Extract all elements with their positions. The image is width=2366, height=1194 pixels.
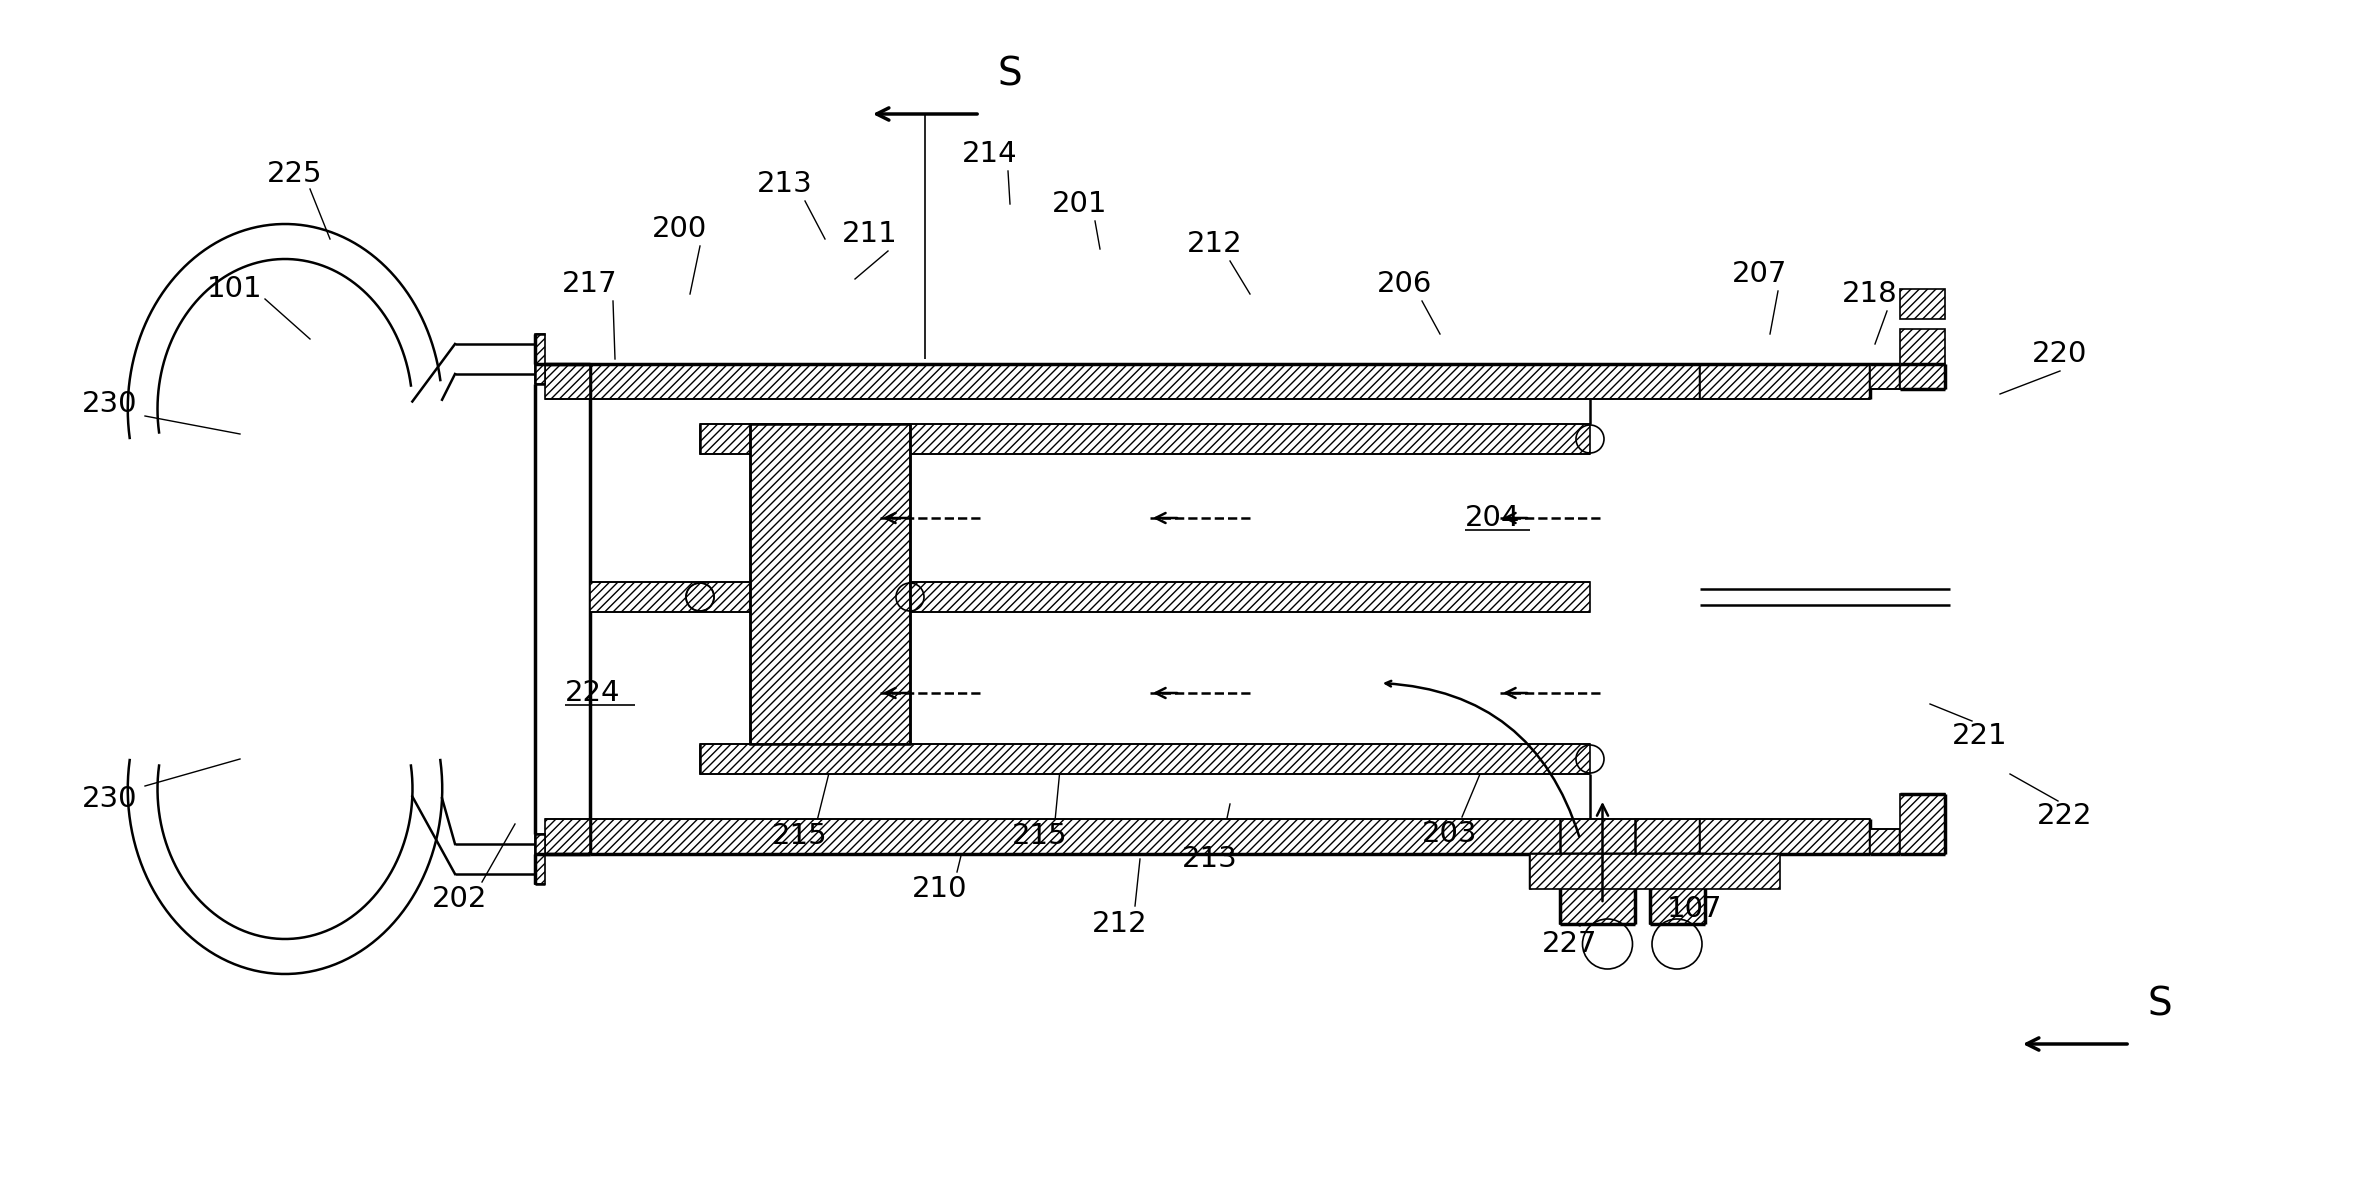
Bar [544, 364, 589, 399]
Text: 222: 222 [2037, 802, 2094, 830]
Text: 203: 203 [1422, 820, 1479, 848]
Text: 215: 215 [1013, 821, 1067, 850]
Bar [750, 424, 911, 744]
Text: 230: 230 [83, 784, 137, 813]
Text: 224: 224 [565, 679, 620, 707]
Text: 220: 220 [2032, 340, 2087, 368]
Bar [589, 364, 1701, 399]
Text: 211: 211 [842, 220, 897, 248]
Bar [1559, 854, 1635, 924]
Bar [589, 581, 1590, 613]
Text: 212: 212 [1093, 910, 1148, 938]
Bar [589, 819, 1701, 854]
Bar [1900, 289, 1945, 319]
Bar [1531, 854, 1779, 890]
Bar [1701, 819, 1869, 854]
Text: 218: 218 [1843, 281, 1898, 308]
Bar [1869, 364, 1900, 389]
Text: 214: 214 [963, 140, 1017, 168]
Text: 200: 200 [653, 215, 707, 244]
Bar [700, 744, 1590, 774]
Text: S: S [2148, 985, 2172, 1023]
Text: 213: 213 [1183, 845, 1237, 873]
Bar [1869, 829, 1900, 854]
Text: 204: 204 [1465, 504, 1521, 533]
Text: 201: 201 [1053, 190, 1107, 219]
Text: 227: 227 [1543, 930, 1597, 958]
Bar [1900, 794, 1945, 854]
Text: 215: 215 [771, 821, 828, 850]
Text: 213: 213 [757, 170, 814, 198]
Bar [700, 424, 1590, 454]
Text: 210: 210 [913, 875, 968, 903]
Bar [544, 819, 589, 854]
Text: 206: 206 [1377, 270, 1434, 298]
Bar [1900, 330, 1945, 389]
Bar [1701, 364, 1869, 399]
Text: S: S [998, 55, 1022, 93]
Text: 230: 230 [83, 390, 137, 418]
Text: 202: 202 [433, 885, 487, 913]
Text: 101: 101 [208, 275, 263, 303]
Text: 217: 217 [563, 270, 618, 298]
Text: 207: 207 [1732, 260, 1789, 288]
Bar [535, 833, 544, 884]
Bar [1649, 854, 1706, 924]
Text: 225: 225 [267, 160, 322, 187]
Text: 107: 107 [1668, 896, 1722, 923]
Text: 221: 221 [1952, 722, 2009, 750]
Bar [535, 334, 544, 384]
Text: 212: 212 [1188, 230, 1242, 258]
